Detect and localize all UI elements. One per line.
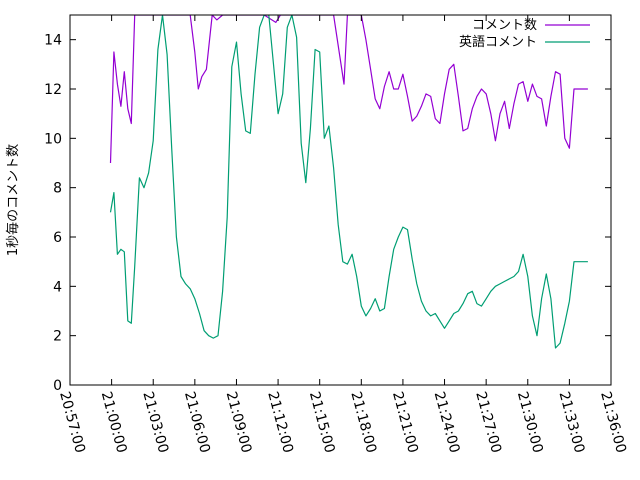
plot-frame [69, 14, 612, 386]
y-tick-label: 14 [44, 33, 62, 49]
x-tick-label: 21:18:00 [347, 390, 379, 455]
x-tick-label: 21:24:00 [431, 390, 463, 455]
y-tick-label: 2 [53, 329, 62, 345]
x-tick-label: 20:57:00 [56, 390, 88, 455]
y-tick-label: 8 [53, 181, 62, 197]
x-tick-label: 21:30:00 [514, 390, 546, 455]
y-tick-label: 10 [44, 131, 62, 147]
legend-label: 英語コメント [459, 34, 537, 50]
y-tick-label: 12 [44, 82, 62, 98]
x-tick-label: 21:06:00 [181, 390, 213, 455]
y-tick-label: 4 [53, 279, 62, 295]
x-tick-label: 21:00:00 [98, 390, 130, 455]
y-tick-label: 0 [53, 378, 62, 394]
series-line-0 [109, 15, 588, 164]
x-tick-label: 21:12:00 [264, 390, 296, 455]
series-line-1 [109, 15, 588, 349]
x-tick-label: 21:21:00 [389, 390, 421, 455]
legend-label: コメント数 [472, 18, 537, 33]
x-tick-label: 21:09:00 [223, 390, 255, 455]
x-tick-label: 21:33:00 [556, 390, 588, 455]
y-tick-label: 6 [53, 230, 62, 246]
x-tick-label: 21:36:00 [597, 390, 629, 455]
x-tick-label: 21:15:00 [306, 390, 338, 455]
y-axis-title: 1秒毎のコメント数 [5, 144, 21, 256]
x-tick-label: 21:03:00 [139, 390, 171, 455]
x-tick-label: 21:27:00 [472, 390, 504, 455]
